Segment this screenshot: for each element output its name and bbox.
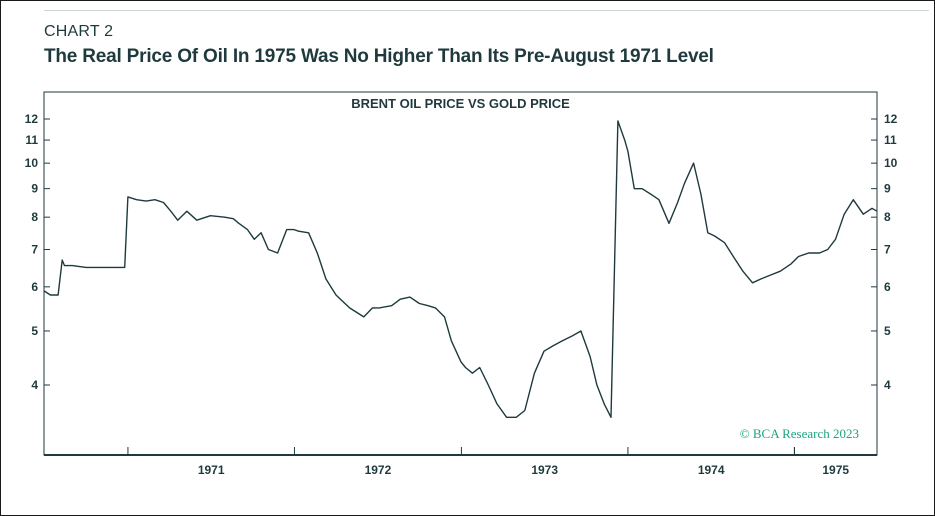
y-tick-label-right: 11: [884, 133, 897, 147]
y-tick-label-right: 7: [884, 243, 891, 257]
y-tick-label-left: 7: [31, 243, 38, 257]
top-rule: [44, 10, 929, 11]
y-tick-label-right: 5: [884, 324, 891, 338]
y-tick-label-left: 5: [31, 324, 38, 338]
y-tick-label-left: 9: [31, 182, 38, 196]
y-tick-label-right: 9: [884, 182, 891, 196]
y-tick-label-left: 6: [31, 280, 38, 294]
y-tick-label-right: 8: [884, 210, 891, 224]
chart-number: CHART 2: [44, 23, 114, 40]
plot-area: BRENT OIL PRICE VS GOLD PRICE 4 4 5 5 6 6 7 7 8 8 9…: [25, 91, 898, 477]
y-tick-label-right: 4: [884, 378, 891, 392]
x-tick-label: 1974: [698, 463, 725, 477]
watermark-text: © BCA Research 2023: [740, 426, 859, 441]
y-tick-label-left: 10: [25, 156, 39, 170]
y-tick-label-right: 6: [884, 280, 891, 294]
chart-title: The Real Price Of Oil In 1975 Was No Hig…: [44, 46, 714, 67]
chart-panel-title: BRENT OIL PRICE VS GOLD PRICE: [351, 96, 570, 111]
y-tick-label-left: 12: [25, 112, 39, 126]
y-tick-label-left: 4: [31, 378, 38, 392]
y-tick-label-right: 12: [884, 112, 898, 126]
x-tick-label: 1971: [198, 463, 225, 477]
plot-border: [43, 91, 878, 456]
x-tick-label: 1973: [531, 463, 558, 477]
y-tick-label-left: 11: [25, 133, 38, 147]
x-tick-label: 1972: [365, 463, 392, 477]
y-tick-label-right: 10: [884, 156, 898, 170]
x-tick-label: 1975: [822, 463, 849, 477]
y-tick-label-left: 8: [31, 210, 38, 224]
series-line-oil-vs-gold: [43, 120, 878, 418]
